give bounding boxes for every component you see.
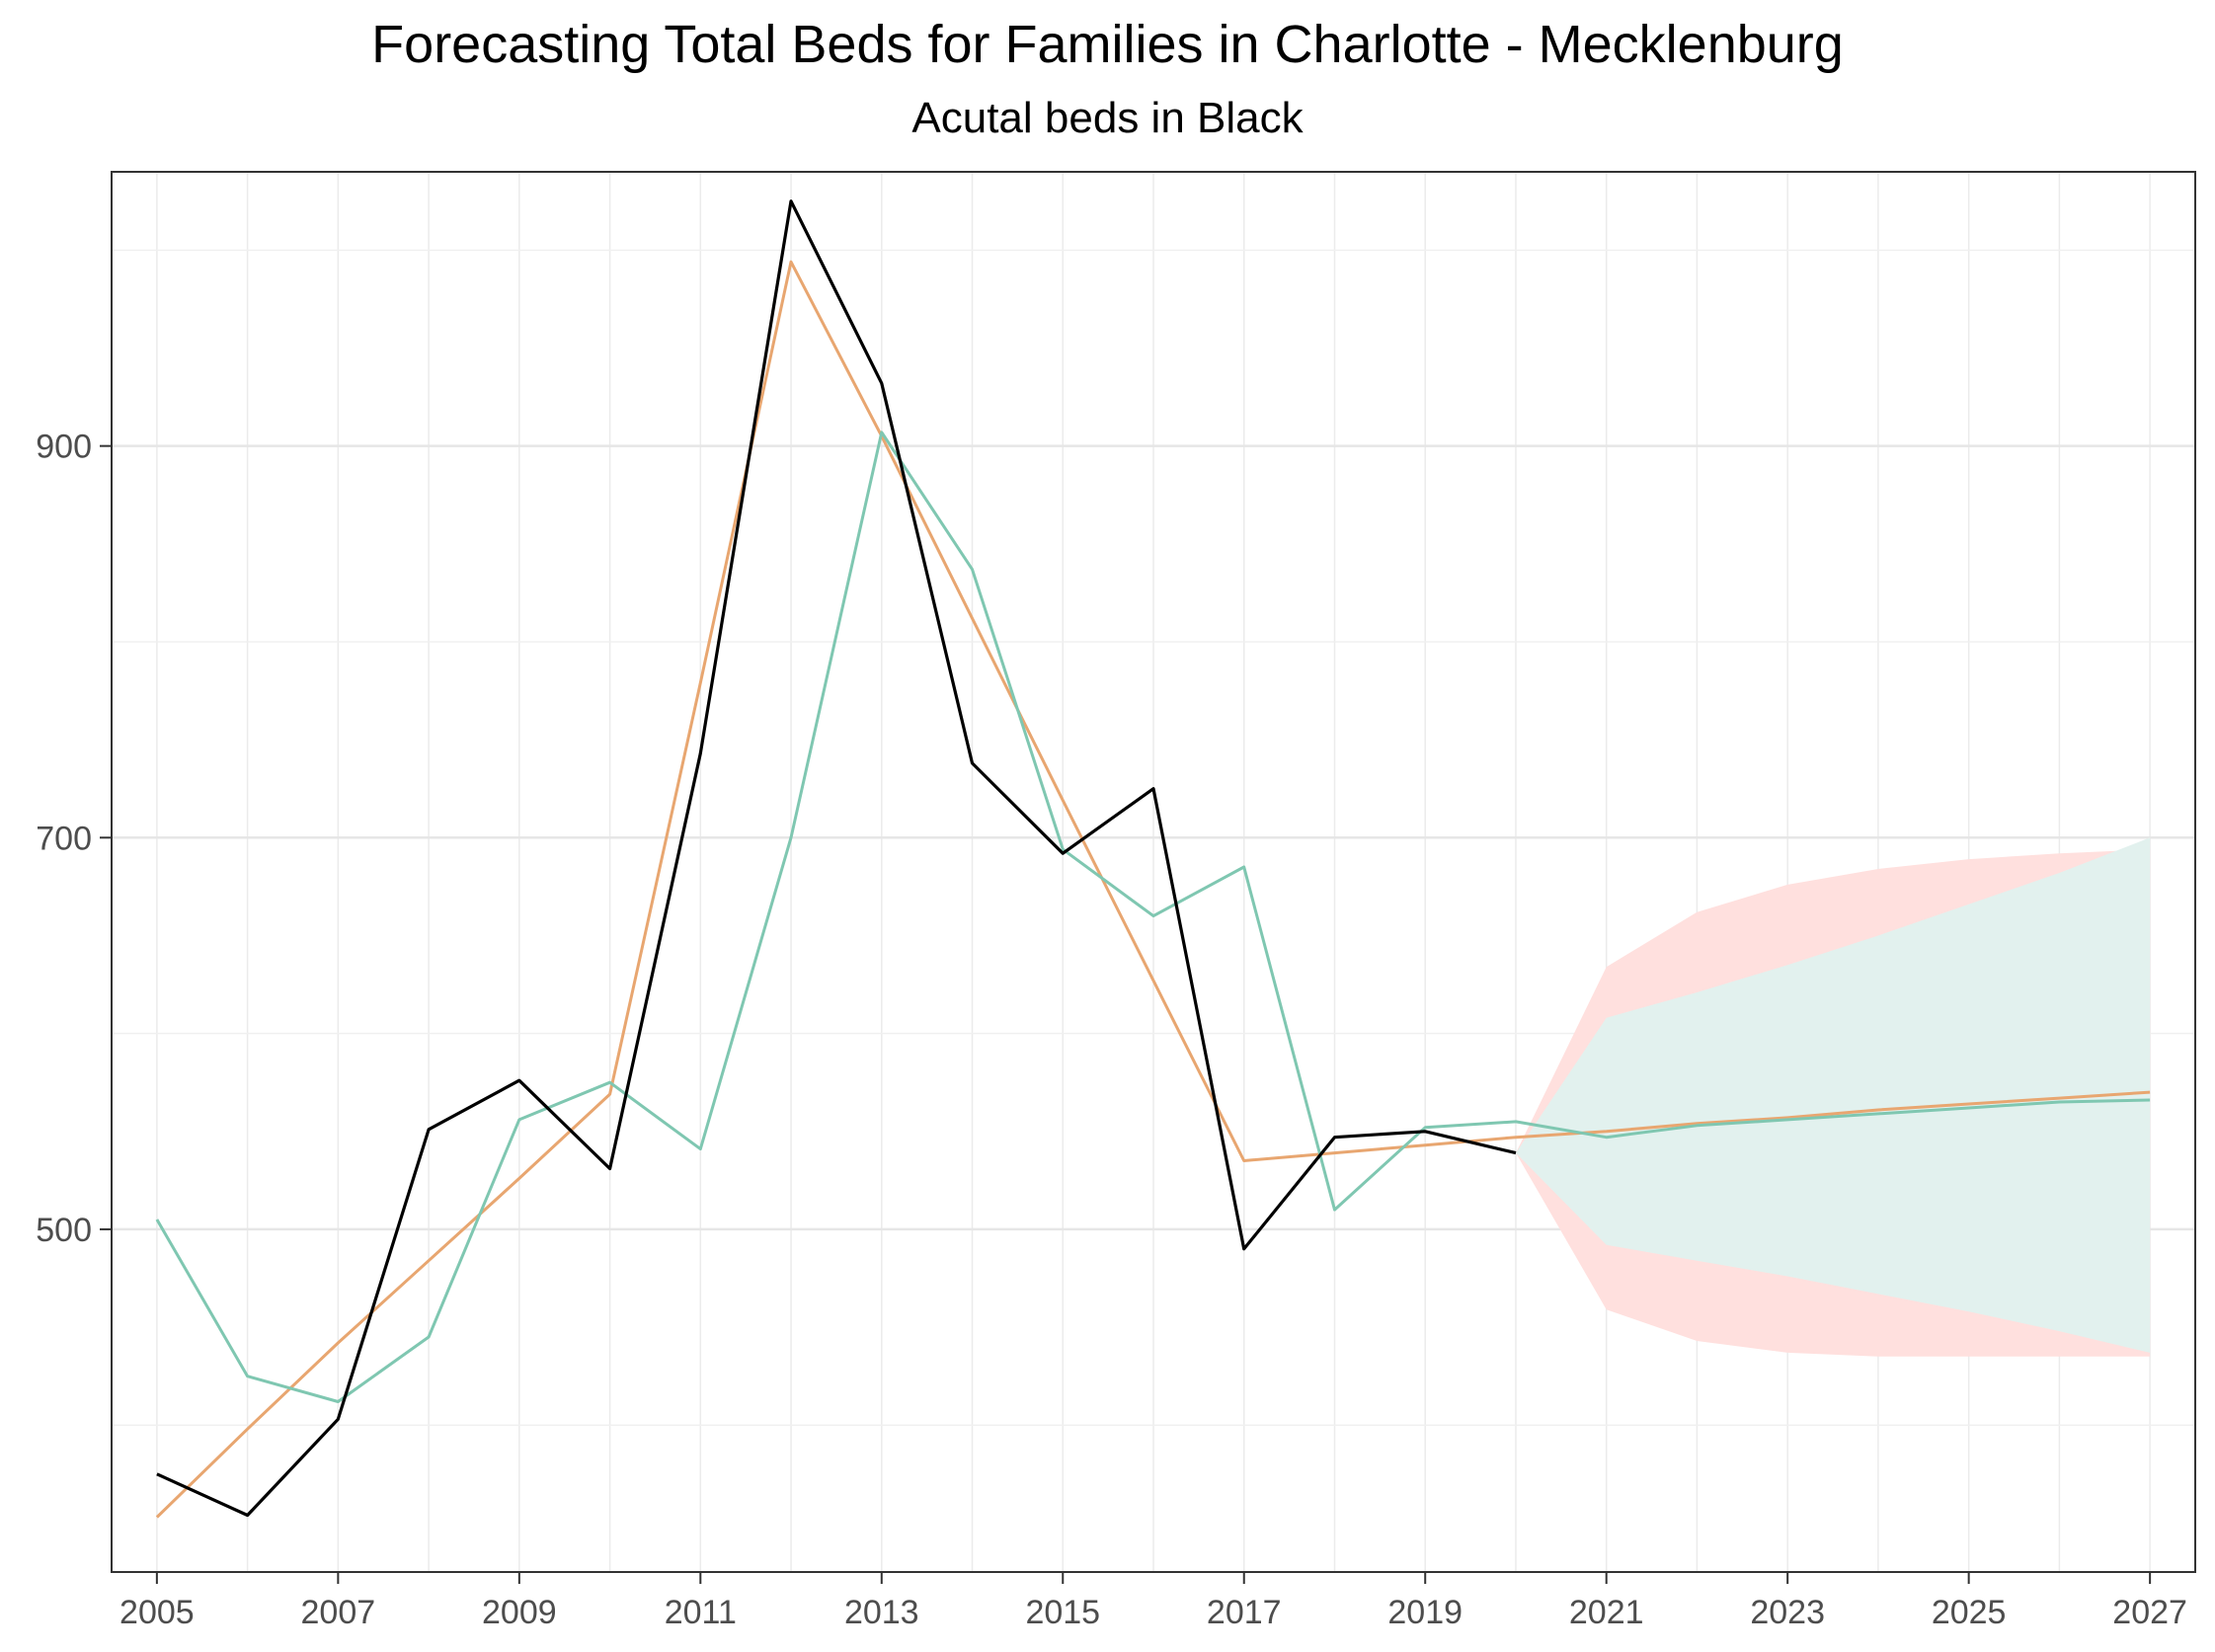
chart-title: Forecasting Total Beds for Families in C… <box>371 15 1844 74</box>
y-tick-label: 700 <box>36 820 92 857</box>
x-tick-label: 2013 <box>844 1594 919 1631</box>
x-tick-label: 2021 <box>1569 1594 1644 1631</box>
x-tick-label: 2025 <box>1932 1594 2007 1631</box>
x-tick-label: 2019 <box>1387 1594 1463 1631</box>
x-tick-label: 2027 <box>2112 1594 2187 1631</box>
x-tick-label: 2009 <box>482 1594 557 1631</box>
x-tick-label: 2015 <box>1025 1594 1100 1631</box>
grid-layer <box>112 172 2195 1572</box>
x-tick-label: 2017 <box>1207 1594 1282 1631</box>
x-tick-label: 2023 <box>1750 1594 1825 1631</box>
y-tick-label: 900 <box>36 429 92 466</box>
forecast-band-1 <box>1516 837 2151 1353</box>
series-line-2 <box>155 431 2151 1403</box>
series-layer <box>155 199 2151 1519</box>
axis-layer: 2005 2007 2009 2011 2013 2015 2017 2019 2021 2023… <box>36 429 2187 1631</box>
y-tick-label: 500 <box>36 1212 92 1249</box>
band-layer <box>1516 837 2151 1357</box>
series-line-0 <box>156 199 1517 1518</box>
panel-border <box>111 171 2196 1573</box>
chart-subtitle: Acutal beds in Black <box>911 94 1304 142</box>
x-tick-label: 2007 <box>301 1594 376 1631</box>
x-tick-label: 2011 <box>665 1594 737 1631</box>
x-tick-label: 2005 <box>119 1594 195 1631</box>
series-line-1 <box>155 260 2151 1519</box>
